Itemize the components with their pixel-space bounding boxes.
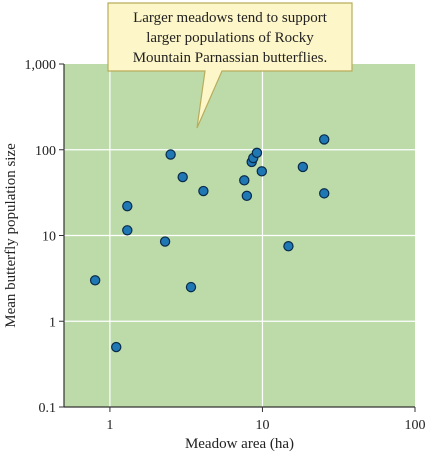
- tick-labels: 0.1 1 10 100 1,000 1 10 100: [25, 58, 426, 433]
- data-point-5: [165, 149, 176, 160]
- y-tick-label-2: 10: [42, 230, 56, 245]
- data-point-15: [283, 241, 294, 252]
- data-point-17: [319, 188, 330, 199]
- annotation-line-2: larger populations of Rocky: [146, 30, 314, 46]
- data-point-4: [159, 236, 171, 247]
- axes: [59, 63, 416, 412]
- x-tick-label-1: 10: [255, 418, 269, 433]
- data-point-7: [185, 281, 197, 293]
- data-point-14: [256, 166, 267, 177]
- x-tick-label-0: 1: [106, 418, 113, 433]
- data-point-9: [239, 175, 250, 186]
- data-point-6: [177, 171, 188, 183]
- annotation-line-1: Larger meadows tend to support: [133, 10, 328, 26]
- y-tick-label-4: 1,000: [25, 58, 57, 73]
- data-point-18: [319, 134, 330, 145]
- callout-box: [107, 2, 353, 129]
- y-tick-label-1: 1: [49, 315, 56, 330]
- y-tick-label-0: 0.1: [39, 401, 57, 416]
- y-axis-title: Mean butterfly population size: [3, 143, 19, 328]
- annotation-callout: Larger meadows tend to support larger po…: [107, 2, 353, 129]
- data-point-2: [122, 200, 133, 212]
- data-point-8: [198, 185, 209, 197]
- data-points: [89, 134, 330, 353]
- data-point-13: [251, 147, 263, 159]
- data-point-10: [241, 190, 253, 202]
- annotation-line-3: Mountain Parnassian butterflies.: [133, 50, 328, 66]
- data-point-1: [111, 341, 122, 353]
- data-point-3: [122, 225, 133, 236]
- data-point-0: [89, 275, 101, 286]
- x-tick-label-2: 100: [405, 418, 426, 433]
- x-axis-title: Meadow area (ha): [185, 436, 294, 452]
- data-point-16: [297, 161, 309, 173]
- y-tick-label-3: 100: [35, 144, 56, 159]
- grid-lines: [64, 64, 415, 407]
